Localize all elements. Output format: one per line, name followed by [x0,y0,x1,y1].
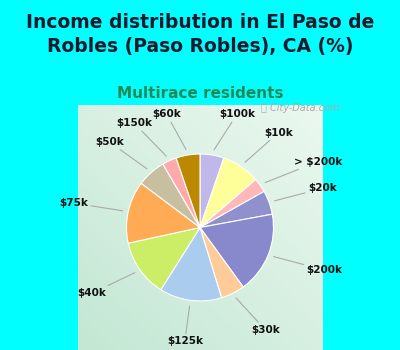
Wedge shape [200,158,256,228]
Wedge shape [141,164,200,228]
Text: $10k: $10k [245,127,293,162]
Wedge shape [176,154,200,228]
Wedge shape [200,214,274,287]
Wedge shape [200,180,264,228]
Text: $50k: $50k [95,137,147,169]
Text: $40k: $40k [77,273,135,298]
Wedge shape [128,228,200,290]
Text: Income distribution in El Paso de
Robles (Paso Robles), CA (%): Income distribution in El Paso de Robles… [26,13,374,56]
Text: Multirace residents: Multirace residents [117,86,283,101]
Text: $200k: $200k [274,257,342,275]
Wedge shape [126,183,200,243]
Text: $75k: $75k [59,198,122,211]
Wedge shape [200,154,224,228]
Text: $20k: $20k [274,183,336,201]
Text: $60k: $60k [152,110,186,150]
Wedge shape [163,158,200,228]
Text: > $200k: > $200k [265,157,342,183]
Text: ⓘ City-Data.com: ⓘ City-Data.com [261,103,339,113]
Wedge shape [200,191,272,228]
Wedge shape [200,228,243,298]
Text: $30k: $30k [236,298,280,335]
Wedge shape [161,228,222,301]
Text: $100k: $100k [214,110,255,150]
Text: $150k: $150k [116,118,166,156]
Text: $125k: $125k [167,306,203,346]
